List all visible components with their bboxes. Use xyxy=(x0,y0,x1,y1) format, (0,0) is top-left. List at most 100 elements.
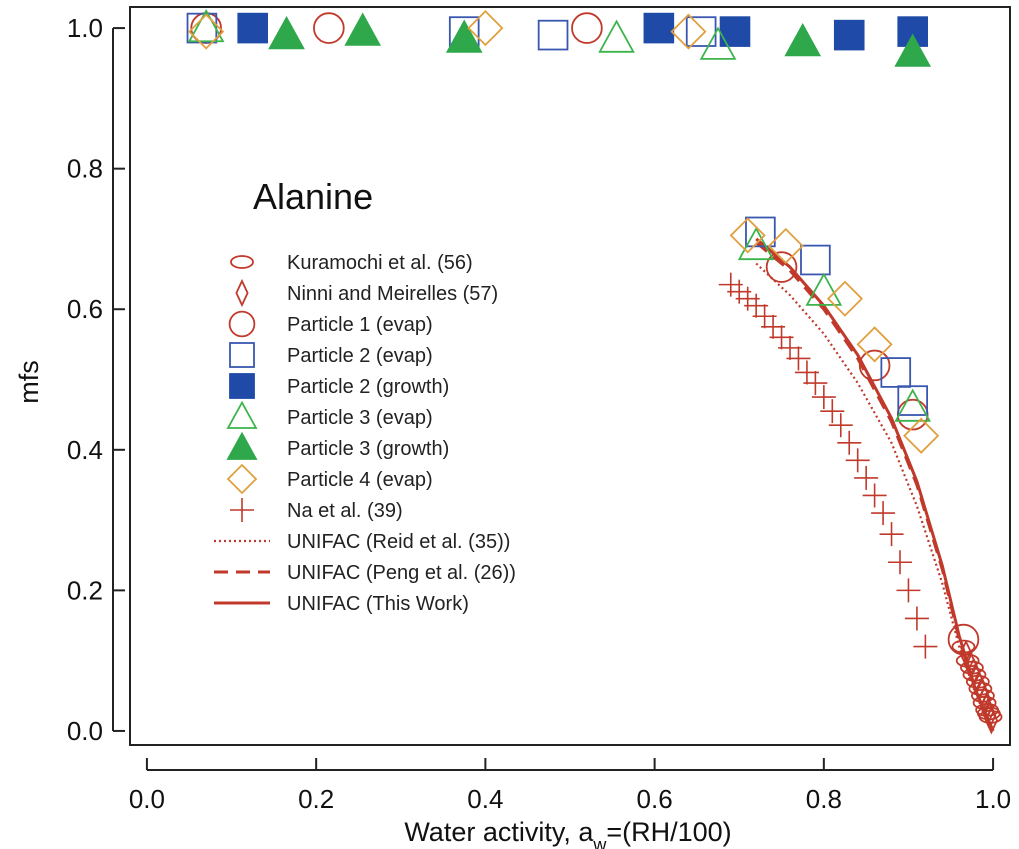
data-points xyxy=(186,8,1003,735)
data-point xyxy=(833,19,865,51)
data-point xyxy=(858,349,891,382)
data-point xyxy=(947,623,980,656)
y-tick-label: 0.0 xyxy=(67,716,103,746)
plot-border xyxy=(129,6,1011,746)
legend-item: UNIFAC (This Work) xyxy=(214,593,469,615)
data-point xyxy=(880,357,912,388)
data-point xyxy=(894,388,932,422)
data-point xyxy=(897,385,928,416)
data-point xyxy=(188,13,225,50)
data-point xyxy=(913,634,938,659)
fit-line-dotted xyxy=(755,262,995,732)
legend-label: UNIFAC (Peng et al. (26)) xyxy=(287,562,516,584)
data-point xyxy=(826,280,864,317)
data-point xyxy=(894,33,932,67)
legend-swatch xyxy=(235,278,249,308)
data-point xyxy=(187,8,225,43)
x-tick-label: 0.2 xyxy=(298,784,334,814)
y-tick-label: 0.8 xyxy=(67,154,103,184)
data-point xyxy=(237,12,268,44)
data-point xyxy=(896,578,921,603)
data-point xyxy=(811,385,836,410)
x-axis-title-suffix: =(RH/100) xyxy=(606,817,731,847)
data-point xyxy=(670,13,707,50)
data-point xyxy=(903,417,940,454)
y-tick-label: 0.6 xyxy=(67,294,103,324)
chart-annotation: Alanine xyxy=(253,176,373,217)
data-point xyxy=(767,227,804,265)
legend-item: Ninni and Meirelles (57) xyxy=(235,278,498,308)
legend-swatch xyxy=(228,310,256,338)
legend-label: Particle 3 (evap) xyxy=(287,407,433,429)
y-tick-label: 0.2 xyxy=(67,575,103,605)
data-point xyxy=(805,272,843,306)
x-axis-title-sub: w xyxy=(592,835,607,849)
legend-label: Na et al. (39) xyxy=(287,500,403,522)
data-point xyxy=(845,448,870,473)
data-point xyxy=(344,12,382,46)
data-point xyxy=(803,371,828,396)
x-tick-label: 0.0 xyxy=(129,784,165,814)
data-point xyxy=(737,226,775,261)
legend-label: Ninni and Meirelles (57) xyxy=(287,283,498,305)
data-point xyxy=(571,12,603,44)
legend-item: UNIFAC (Peng et al. (26)) xyxy=(214,562,516,584)
legend-label: Particle 1 (evap) xyxy=(287,314,433,336)
x-axis: 0.0 0.2 0.4 0.6 0.8 1.0 xyxy=(129,758,1011,814)
legend: Kuramochi et al. (56) Ninni and Meirelles… xyxy=(214,252,516,615)
legend-item: Particle 3 (growth) xyxy=(226,431,449,460)
data-point xyxy=(598,19,635,53)
data-point xyxy=(984,706,998,735)
legend-swatch xyxy=(226,400,258,429)
data-point xyxy=(467,10,504,47)
legend-label: Particle 2 (evap) xyxy=(287,345,433,367)
data-point xyxy=(854,465,879,490)
x-axis-title-main: Water activity, a xyxy=(404,817,594,847)
data-point xyxy=(879,522,904,547)
legend-item: Kuramochi et al. (56) xyxy=(230,252,473,274)
legend-item: UNIFAC (Reid et al. (35)) xyxy=(214,531,510,553)
data-point xyxy=(643,12,675,44)
y-tick-label: 1.0 xyxy=(67,13,103,43)
data-point xyxy=(856,326,893,363)
legend-swatch xyxy=(229,373,255,399)
y-tick-label: 0.4 xyxy=(67,435,103,465)
legend-label: Particle 2 (growth) xyxy=(287,376,449,398)
data-point xyxy=(765,251,798,283)
data-point xyxy=(904,606,929,631)
data-point xyxy=(537,19,569,51)
legend-item: Particle 3 (evap) xyxy=(226,400,433,429)
legend-swatch xyxy=(226,463,258,495)
legend-item: Particle 4 (evap) xyxy=(226,463,433,495)
legend-item: Particle 2 (growth) xyxy=(229,373,449,399)
data-point xyxy=(978,685,992,714)
y-axis-title: mfs xyxy=(14,360,44,404)
legend-label: Kuramochi et al. (56) xyxy=(287,252,473,274)
data-point xyxy=(313,12,345,44)
legend-item: Particle 2 (evap) xyxy=(229,342,433,368)
data-point xyxy=(268,15,305,50)
legend-label: UNIFAC (This Work) xyxy=(287,593,469,615)
legend-label: Particle 4 (evap) xyxy=(287,469,433,491)
data-point xyxy=(784,22,822,57)
legend-item: Na et al. (39) xyxy=(230,498,403,522)
legend-swatch xyxy=(230,498,254,522)
data-point xyxy=(699,26,737,60)
legend-swatch xyxy=(226,431,258,460)
plot-frame xyxy=(129,6,1011,746)
data-point xyxy=(871,501,896,526)
x-tick-label: 0.6 xyxy=(637,784,673,814)
x-tick-label: 1.0 xyxy=(975,784,1011,814)
axes: 0.0 0.2 0.4 0.6 0.8 1.0 0.0 0.2 0.4 0.6 0.8 1.0 xyxy=(67,13,1011,814)
data-point xyxy=(951,639,976,654)
x-tick-label: 0.8 xyxy=(806,784,842,814)
legend-item: Particle 1 (evap) xyxy=(228,310,433,338)
data-point xyxy=(745,216,776,248)
data-point xyxy=(800,244,831,276)
y-axis: 0.0 0.2 0.4 0.6 0.8 1.0 xyxy=(67,13,125,746)
data-point xyxy=(729,217,766,254)
data-point xyxy=(828,413,853,438)
legend-swatch xyxy=(229,342,255,368)
data-point xyxy=(837,430,862,455)
